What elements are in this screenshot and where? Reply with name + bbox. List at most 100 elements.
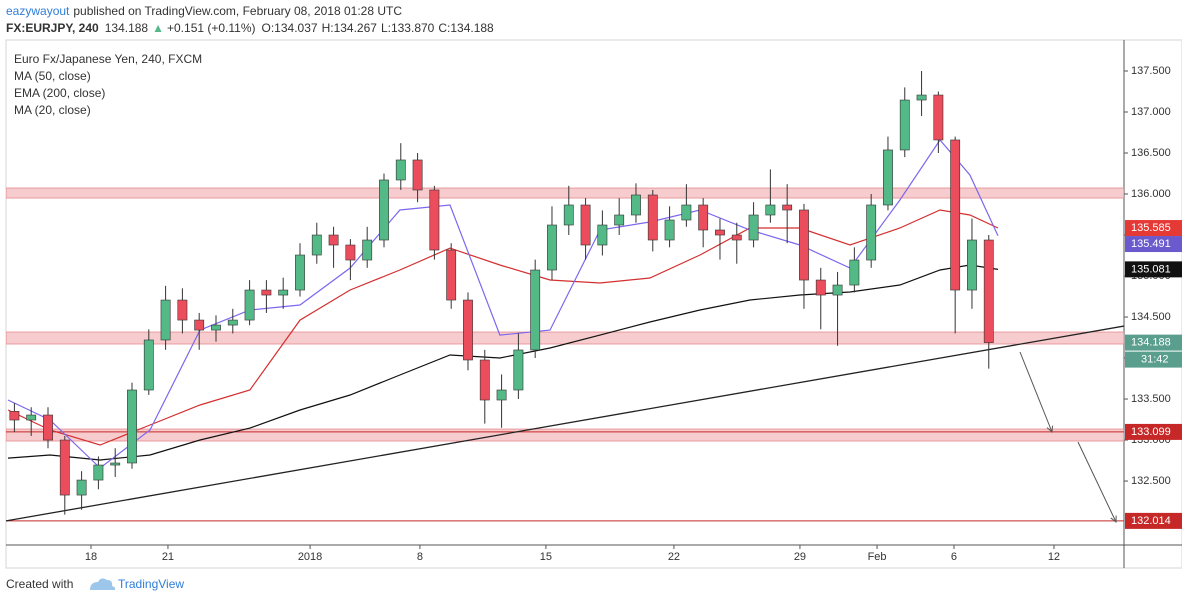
symbol: FX:EURJPY, 240 <box>6 21 99 35</box>
projection-arrow <box>1019 351 1052 432</box>
candle-body <box>799 209 809 281</box>
candle-body <box>631 194 641 216</box>
candle-body <box>446 249 457 301</box>
x-tick-label: 15 <box>540 551 552 563</box>
candle-body <box>110 462 121 466</box>
candle-body <box>815 279 826 296</box>
support-zone <box>6 187 1124 199</box>
publish-line: eazywayout published on TradingView.com, … <box>6 4 402 18</box>
support-zone <box>6 331 1124 345</box>
x-tick-label: Feb <box>868 551 887 563</box>
legend-entry: MA (50, close) <box>14 69 91 83</box>
x-tick-label: 2018 <box>298 551 322 563</box>
x-tick-label: 18 <box>85 551 97 563</box>
candle-body <box>76 479 87 496</box>
candle-body <box>698 204 709 231</box>
trendline <box>6 325 1124 522</box>
candle-body <box>9 411 20 421</box>
candle-body <box>93 464 104 481</box>
candle-body <box>782 204 793 211</box>
price-label: 133.099 <box>1131 426 1171 438</box>
indicator-line <box>7 264 999 461</box>
author[interactable]: eazywayout <box>6 4 70 18</box>
x-tick-label: 12 <box>1048 551 1060 563</box>
x-tick-label: 21 <box>162 551 174 563</box>
y-tick-label: 136.500 <box>1131 147 1171 159</box>
candle-body <box>345 244 356 261</box>
candle-body <box>295 254 305 291</box>
price-label: 132.014 <box>1131 515 1171 527</box>
candle-body <box>967 239 977 291</box>
candle-body <box>513 349 524 391</box>
candle-body <box>883 149 893 206</box>
candle-body <box>866 204 877 261</box>
legend-entry: MA (20, close) <box>14 103 91 117</box>
candle-body <box>311 234 322 256</box>
panel-border <box>5 39 1182 569</box>
candle-body <box>395 159 406 181</box>
plot-area <box>6 70 1124 522</box>
candle-body <box>916 94 927 101</box>
y-tick-label: 132.500 <box>1131 475 1171 487</box>
candle-body <box>647 194 658 241</box>
low: L:133.870 <box>381 21 435 35</box>
candle-body <box>563 204 574 226</box>
x-tick-label: 8 <box>417 551 423 563</box>
y-tick-label: 133.500 <box>1131 393 1171 405</box>
price-label: 135.081 <box>1131 263 1171 275</box>
candle-body <box>429 189 440 251</box>
price-label-bg <box>1125 334 1182 351</box>
candle-body <box>278 289 289 296</box>
brand[interactable]: TradingView <box>118 577 184 591</box>
countdown-bg <box>1125 351 1182 368</box>
candle-body <box>530 269 541 351</box>
candle-body <box>160 299 171 341</box>
candle-body <box>950 139 961 291</box>
candle-body <box>849 259 860 286</box>
candle-body <box>496 389 507 401</box>
candle-body <box>899 99 910 151</box>
price-label-bg <box>1125 423 1182 440</box>
candle-body <box>681 204 692 221</box>
candle-body <box>26 414 37 421</box>
candle-body <box>362 239 373 261</box>
candle-body <box>227 319 238 326</box>
open: O:134.037 <box>262 21 318 35</box>
candle-body <box>463 299 473 361</box>
candle-body <box>261 289 272 296</box>
candle-body <box>547 224 557 271</box>
price-label-bg <box>1125 512 1182 529</box>
candle-body <box>479 359 490 401</box>
candle-body <box>127 389 137 464</box>
quote-line: FX:EURJPY, 240 134.188 ▲ +0.151 (+0.11%) O:1… <box>6 21 494 35</box>
candle-body <box>597 224 608 246</box>
candle-body <box>933 94 944 141</box>
candle-body <box>211 324 221 331</box>
created-with: Created with <box>6 577 73 591</box>
candle-body <box>614 214 625 226</box>
y-tick-label: 137.500 <box>1131 65 1171 77</box>
candle-body <box>177 299 188 321</box>
last: 134.188 <box>105 21 149 35</box>
price-label-bg <box>1125 236 1182 253</box>
price-label-bg <box>1125 261 1182 278</box>
candle-body <box>328 234 339 246</box>
candle-body <box>194 319 205 331</box>
x-tick-label: 29 <box>794 551 806 563</box>
y-tick-label: 136.000 <box>1131 188 1171 200</box>
axes: 132.500133.000133.500134.000134.500135.0… <box>85 65 1182 563</box>
price-label-bg <box>1125 220 1182 237</box>
brand-logo[interactable] <box>90 578 116 590</box>
x-tick-label: 22 <box>668 551 680 563</box>
countdown: 31:42 <box>1141 354 1169 366</box>
candle-body <box>580 204 591 246</box>
candle-body <box>664 219 675 241</box>
published: published on TradingView.com, February 0… <box>73 4 402 18</box>
arrow: ▲ <box>152 21 164 35</box>
candle-body <box>731 234 742 241</box>
candle-body <box>748 214 759 241</box>
candle-body <box>412 159 423 191</box>
price-label: 135.491 <box>1131 238 1171 250</box>
y-tick-label: 137.000 <box>1131 106 1171 118</box>
